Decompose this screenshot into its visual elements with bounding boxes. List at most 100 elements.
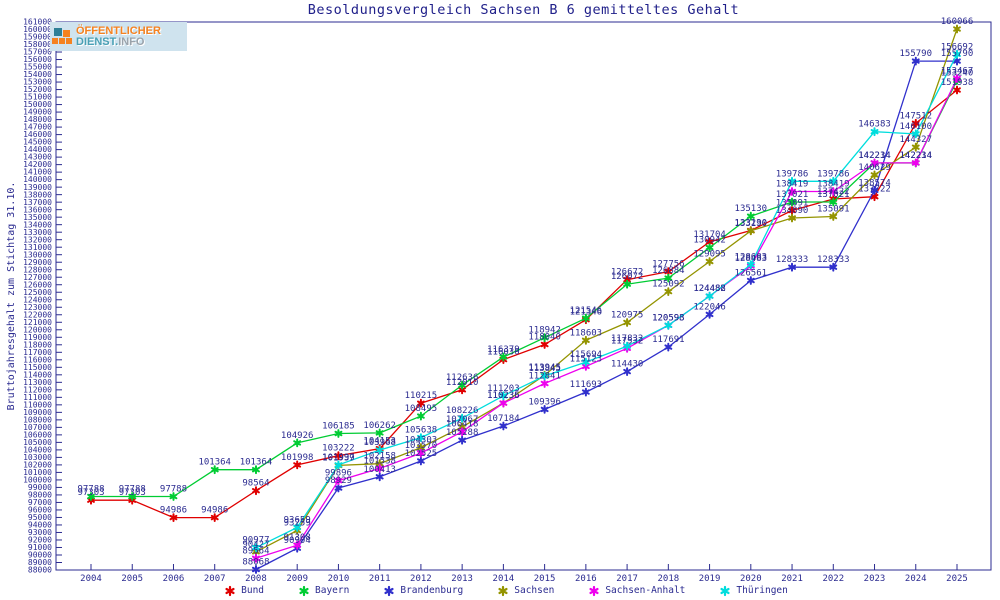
legend-marker-icon (299, 585, 309, 596)
data-point-label: 126072 (611, 272, 644, 282)
data-point-label: 108495 (405, 404, 438, 414)
data-point-label: 124488 (693, 284, 726, 294)
y-tick-label: 120000 (23, 325, 52, 334)
y-tick-label: 135000 (23, 213, 52, 222)
y-tick-label: 154000 (23, 70, 52, 79)
data-point-label: 109396 (528, 397, 561, 407)
data-point-label: 128683 (735, 253, 768, 263)
data-point-marker (293, 460, 302, 470)
series-th-ringen (252, 49, 961, 553)
y-tick-label: 133000 (23, 228, 52, 237)
y-tick-label: 119000 (23, 333, 52, 342)
data-point-marker (829, 197, 838, 207)
data-point-label: 93259 (284, 519, 311, 529)
legend-marker-icon (720, 585, 730, 596)
data-point-label: 104303 (405, 436, 438, 446)
y-tick-label: 125000 (23, 288, 52, 297)
data-point-marker (128, 492, 137, 501)
data-point-label: 100413 (363, 465, 396, 475)
data-point-marker (953, 24, 961, 34)
data-point-marker (664, 267, 673, 276)
y-tick-label: 114000 (23, 370, 52, 379)
data-point-label: 151938 (941, 78, 974, 88)
y-tick-label: 110000 (23, 400, 52, 409)
x-tick-label: 2023 (864, 574, 886, 584)
data-point-marker (210, 465, 219, 475)
data-point-marker (788, 206, 796, 215)
data-point-label: 111203 (487, 384, 520, 394)
data-point-label: 133230 (735, 218, 768, 228)
data-point-label: 106262 (363, 421, 396, 431)
data-point-label: 112636 (446, 373, 479, 383)
legend-marker-icon (589, 585, 599, 596)
y-tick-label: 139000 (23, 183, 52, 192)
y-tick-label: 102000 (23, 461, 52, 470)
data-point-label: 105288 (446, 428, 479, 438)
y-tick-label: 124000 (23, 295, 52, 304)
y-tick-label: 128000 (23, 265, 52, 274)
data-point-marker (953, 56, 961, 66)
y-tick-label: 146000 (23, 130, 52, 139)
data-point-marker (417, 411, 425, 421)
data-point-marker (664, 320, 673, 330)
data-point-marker (746, 260, 755, 269)
data-point-label: 120975 (611, 310, 644, 320)
data-point-marker (375, 445, 384, 455)
x-tick-label: 2005 (121, 574, 143, 584)
data-point-label: 103968 (363, 438, 396, 448)
data-point-marker (788, 213, 796, 223)
y-tick-label: 111000 (23, 393, 52, 402)
data-point-label: 137021 (817, 190, 850, 200)
data-point-marker (252, 565, 260, 574)
data-point-marker (581, 357, 590, 367)
y-tick-label: 105000 (23, 438, 52, 447)
data-point-marker (829, 262, 838, 272)
data-point-marker (334, 451, 343, 461)
y-tick-label: 137000 (23, 198, 52, 207)
data-point-label: 155790 (941, 49, 974, 59)
chart-legend: Bund Bayern Brandenburg Sachsen Sachsen-Anha… (56, 583, 956, 598)
data-point-label: 114430 (611, 360, 644, 370)
data-point-label: 104926 (281, 431, 314, 441)
y-tick-label: 141000 (23, 168, 52, 177)
y-tick-label: 90000 (28, 551, 52, 560)
data-point-label: 112841 (528, 372, 561, 382)
data-point-label: 88068 (242, 557, 269, 567)
data-point-marker (540, 333, 549, 343)
data-point-label: 97788 (77, 485, 104, 495)
data-point-label: 107067 (446, 415, 479, 425)
y-tick-label: 158000 (23, 40, 52, 49)
data-point-marker (540, 340, 549, 349)
data-point-label: 106418 (446, 420, 479, 430)
y-tick-label: 136000 (23, 205, 52, 214)
data-point-label: 101364 (198, 458, 231, 468)
data-point-label: 142214 (858, 151, 891, 161)
data-point-label: 118942 (528, 326, 561, 336)
data-point-label: 93659 (284, 516, 311, 526)
data-point-label: 112010 (446, 378, 479, 388)
data-point-label: 115123 (570, 354, 603, 364)
data-point-marker (953, 74, 961, 83)
data-point-label: 139786 (776, 169, 809, 179)
y-tick-label: 104000 (23, 445, 52, 454)
y-tick-label: 109000 (23, 408, 52, 417)
data-point-label: 128333 (817, 255, 850, 265)
data-point-marker (788, 262, 796, 272)
oeffentlicher-dienst-logo[interactable]: ÖFFENTLICHER DIENST.INFO (50, 22, 187, 51)
data-point-label: 139786 (817, 169, 850, 179)
y-tick-label: 144000 (23, 145, 52, 154)
data-point-label: 131704 (693, 230, 726, 240)
data-point-label: 97303 (77, 488, 104, 498)
data-point-marker (458, 413, 467, 423)
data-point-marker (911, 118, 920, 128)
series-line (255, 78, 958, 559)
data-point-marker (334, 476, 343, 486)
y-tick-label: 157000 (23, 48, 52, 57)
y-tick-label: 155000 (23, 63, 52, 72)
y-tick-label: 142000 (23, 160, 52, 169)
y-tick-label: 160000 (23, 25, 52, 34)
data-point-label: 135130 (735, 204, 768, 214)
y-tick-label: 112000 (23, 385, 52, 394)
data-point-marker (87, 492, 95, 501)
